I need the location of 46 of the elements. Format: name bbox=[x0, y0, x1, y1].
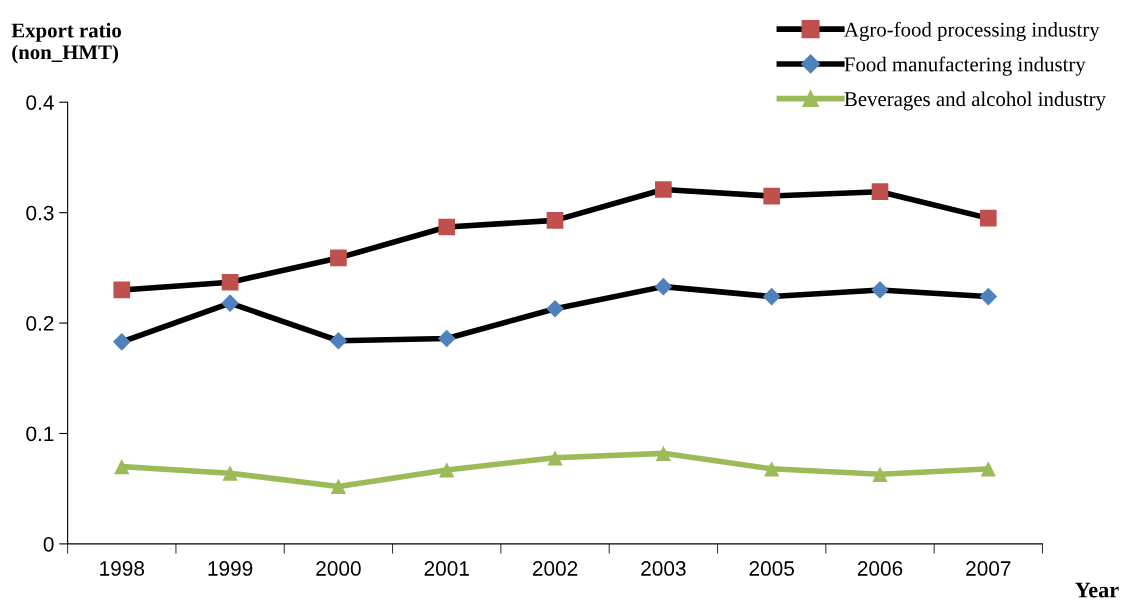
point bbox=[329, 331, 348, 350]
point bbox=[654, 277, 673, 296]
x-tick-label: 2002 bbox=[532, 561, 578, 576]
legend-label: Beverages and alcohol industry bbox=[844, 91, 1106, 111]
y-tick-label: 0 bbox=[43, 536, 54, 552]
point bbox=[112, 333, 131, 351]
x-tick-label: 2001 bbox=[424, 561, 469, 576]
point bbox=[439, 462, 455, 478]
point bbox=[546, 212, 564, 229]
x-tick-label: 2006 bbox=[857, 561, 903, 576]
point bbox=[763, 187, 781, 205]
point bbox=[438, 218, 456, 236]
point bbox=[114, 458, 130, 475]
point bbox=[222, 465, 238, 481]
legend-label: Food manufactering industry bbox=[844, 56, 1086, 76]
x-tick-label: 1998 bbox=[100, 561, 145, 576]
x-tick-label: 2007 bbox=[966, 561, 1011, 576]
x-tick-label: 2005 bbox=[749, 561, 794, 576]
x-tick-label: 1999 bbox=[208, 561, 253, 576]
point bbox=[871, 183, 889, 201]
point bbox=[113, 281, 131, 299]
point bbox=[437, 329, 456, 348]
x-tick-label: 2000 bbox=[316, 561, 361, 576]
point bbox=[871, 281, 889, 299]
y-tick-label: 0.1 bbox=[26, 426, 54, 442]
legend-label: Agro-food processing industry bbox=[844, 21, 1100, 41]
point bbox=[762, 287, 781, 306]
point bbox=[330, 249, 347, 267]
point bbox=[221, 294, 239, 313]
point bbox=[979, 287, 998, 306]
y-axis-title: Export ratio (non_HMT) bbox=[11, 22, 121, 64]
point bbox=[655, 181, 672, 198]
point bbox=[655, 445, 671, 461]
y-tick-label: 0.4 bbox=[26, 95, 54, 110]
x-axis-title: Year bbox=[1075, 582, 1119, 598]
y-tick-label: 0.3 bbox=[26, 205, 54, 221]
point bbox=[764, 461, 780, 477]
point bbox=[980, 461, 996, 477]
x-tick-label: 2003 bbox=[641, 561, 686, 576]
point bbox=[979, 209, 997, 227]
point bbox=[546, 299, 564, 318]
point bbox=[547, 450, 563, 466]
y-tick-label: 0.2 bbox=[26, 316, 54, 331]
point bbox=[221, 273, 239, 291]
point bbox=[330, 478, 347, 495]
point bbox=[872, 466, 888, 482]
